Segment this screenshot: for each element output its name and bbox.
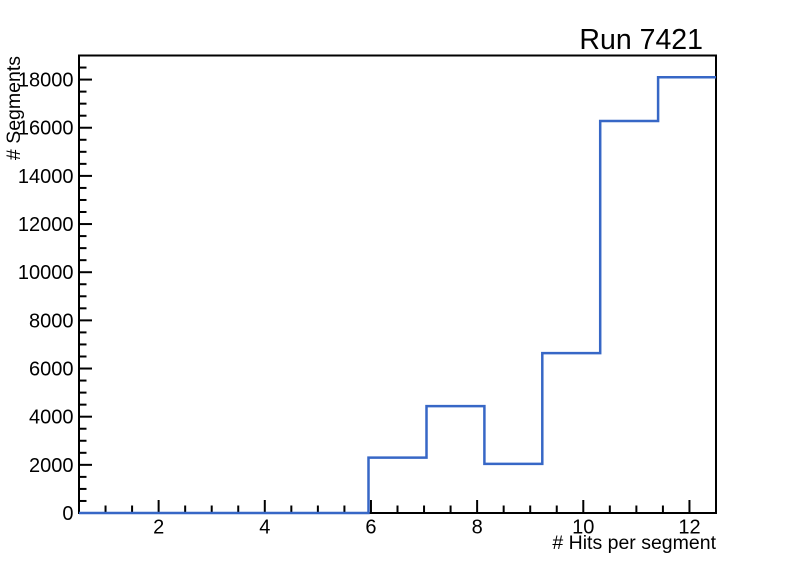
y-tick-label: 8000	[29, 310, 74, 332]
y-tick-label: 4000	[29, 407, 74, 429]
x-tick-label: 2	[153, 517, 164, 539]
x-axis-title: # Hits per segment	[552, 532, 716, 554]
y-tick-label: 12000	[18, 214, 74, 236]
chart-title: Run 7421	[579, 24, 703, 56]
y-tick-label: 0	[62, 503, 73, 525]
y-tick-label: 18000	[18, 70, 74, 92]
x-tick-label: 12	[678, 517, 700, 539]
x-tick-label: 10	[572, 517, 594, 539]
y-tick-label: 10000	[18, 262, 74, 284]
y-tick-label: 16000	[18, 118, 74, 140]
x-tick-label: 6	[365, 517, 376, 539]
y-axis-ticks	[79, 66, 92, 514]
x-axis-tick-labels: 2 4 6 8 10 12	[153, 517, 701, 539]
y-axis-title: # Segments	[3, 56, 25, 160]
y-tick-label: 2000	[29, 455, 74, 477]
x-tick-label: 4	[259, 517, 270, 539]
y-axis-tick-labels: 0 2000 4000 6000 8000 10000 12000 14000 16000 180…	[18, 70, 74, 525]
y-tick-label: 14000	[18, 166, 74, 188]
histogram-line	[79, 76, 716, 515]
plot-frame	[78, 54, 717, 514]
x-tick-label: 8	[472, 517, 483, 539]
y-tick-label: 6000	[29, 359, 74, 381]
